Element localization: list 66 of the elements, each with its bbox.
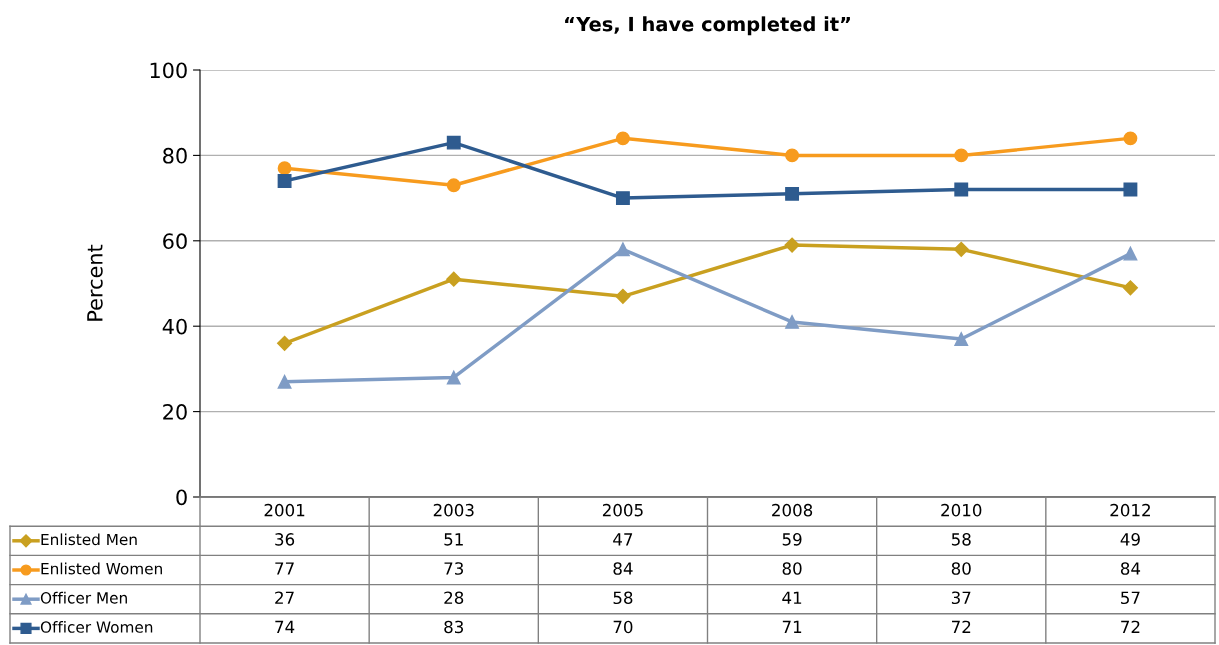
- y-tick-label: 100: [150, 62, 187, 79]
- point: [1123, 131, 1138, 146]
- x-tick-label: 2008: [772, 503, 813, 517]
- chart-title: “Yes, I have completed it”: [565, 16, 850, 36]
- point: [954, 332, 969, 346]
- point: [446, 370, 461, 385]
- data-label: 84: [613, 562, 633, 575]
- data-label: 77: [275, 562, 294, 575]
- point: [1123, 182, 1138, 197]
- y-tick-label: 80: [163, 147, 187, 164]
- legend-label: Officer Women: [40, 621, 153, 633]
- point: [277, 335, 293, 351]
- point: [1123, 246, 1138, 261]
- data-label: 72: [1121, 620, 1140, 633]
- data-label: 27: [275, 591, 294, 604]
- point: [1122, 280, 1138, 296]
- legend-label: Enlisted Men: [41, 533, 137, 546]
- legend-label: Officer Men: [40, 591, 127, 604]
- data-label: 72: [952, 620, 971, 633]
- point: [615, 242, 630, 257]
- point: [785, 186, 800, 201]
- data-label: 59: [782, 533, 802, 546]
- data-label: 73: [444, 562, 464, 575]
- data-label: 49: [1120, 533, 1140, 546]
- data-label: 36: [275, 533, 295, 546]
- data-label: 58: [613, 591, 633, 605]
- point: [277, 374, 292, 389]
- point: [784, 237, 800, 253]
- point: [277, 174, 292, 188]
- x-tick-label: 2001: [264, 503, 305, 517]
- data-label: 37: [951, 591, 971, 605]
- point: [446, 271, 462, 287]
- point: [446, 178, 461, 193]
- point: [785, 314, 800, 329]
- data-label: 28: [444, 591, 464, 605]
- y-tick-label: 40: [162, 318, 187, 335]
- y-tick-label: 60: [163, 233, 187, 250]
- x-tick-label: 2003: [433, 503, 474, 517]
- point: [277, 161, 292, 176]
- y-tick-label: 20: [163, 404, 187, 420]
- data-label: 74: [275, 620, 295, 633]
- point: [954, 182, 969, 197]
- data-label: 47: [613, 533, 633, 546]
- point: [446, 135, 461, 150]
- data-label: 80: [951, 562, 971, 575]
- point: [785, 148, 800, 163]
- data-label: 41: [782, 591, 802, 604]
- x-tick-label: 2005: [602, 503, 643, 517]
- data-label: 84: [1120, 562, 1141, 575]
- y-tick-label: 0: [176, 489, 187, 506]
- data-label: 51: [444, 533, 463, 546]
- x-tick-label: 2012: [1110, 503, 1150, 517]
- data-label: 80: [782, 562, 802, 575]
- data-label: 70: [613, 620, 633, 634]
- point: [953, 241, 969, 257]
- point: [615, 191, 630, 206]
- data-label: 57: [1121, 591, 1140, 605]
- y-axis-title: Percent: [87, 244, 103, 321]
- x-tick-label: 2010: [941, 503, 982, 517]
- data-label: 58: [951, 533, 971, 546]
- data-label: 83: [444, 620, 464, 634]
- point: [954, 148, 969, 163]
- legend-label: Enlisted Women: [41, 562, 162, 575]
- data-label: 71: [782, 620, 802, 633]
- point: [615, 288, 631, 304]
- point: [615, 131, 630, 146]
